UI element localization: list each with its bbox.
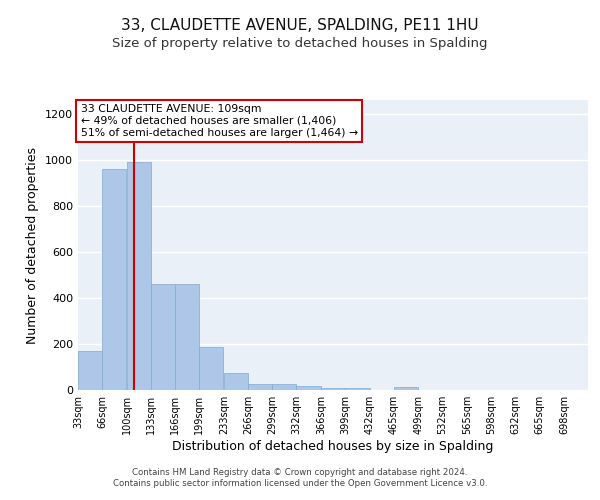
- Bar: [127, 162, 151, 390]
- Y-axis label: Number of detached properties: Number of detached properties: [26, 146, 40, 344]
- Bar: [394, 386, 418, 390]
- Bar: [224, 372, 248, 390]
- Bar: [78, 351, 102, 390]
- Bar: [151, 284, 175, 390]
- Bar: [102, 169, 126, 390]
- Bar: [199, 348, 223, 390]
- X-axis label: Distribution of detached houses by size in Spalding: Distribution of detached houses by size …: [172, 440, 494, 453]
- Bar: [322, 388, 346, 390]
- Bar: [272, 384, 296, 390]
- Bar: [248, 384, 272, 390]
- Bar: [346, 388, 370, 390]
- Text: Contains HM Land Registry data © Crown copyright and database right 2024.
Contai: Contains HM Land Registry data © Crown c…: [113, 468, 487, 487]
- Text: 33, CLAUDETTE AVENUE, SPALDING, PE11 1HU: 33, CLAUDETTE AVENUE, SPALDING, PE11 1HU: [121, 18, 479, 32]
- Bar: [296, 386, 320, 390]
- Bar: [175, 284, 199, 390]
- Text: Size of property relative to detached houses in Spalding: Size of property relative to detached ho…: [112, 38, 488, 51]
- Text: 33 CLAUDETTE AVENUE: 109sqm
← 49% of detached houses are smaller (1,406)
51% of : 33 CLAUDETTE AVENUE: 109sqm ← 49% of det…: [80, 104, 358, 138]
